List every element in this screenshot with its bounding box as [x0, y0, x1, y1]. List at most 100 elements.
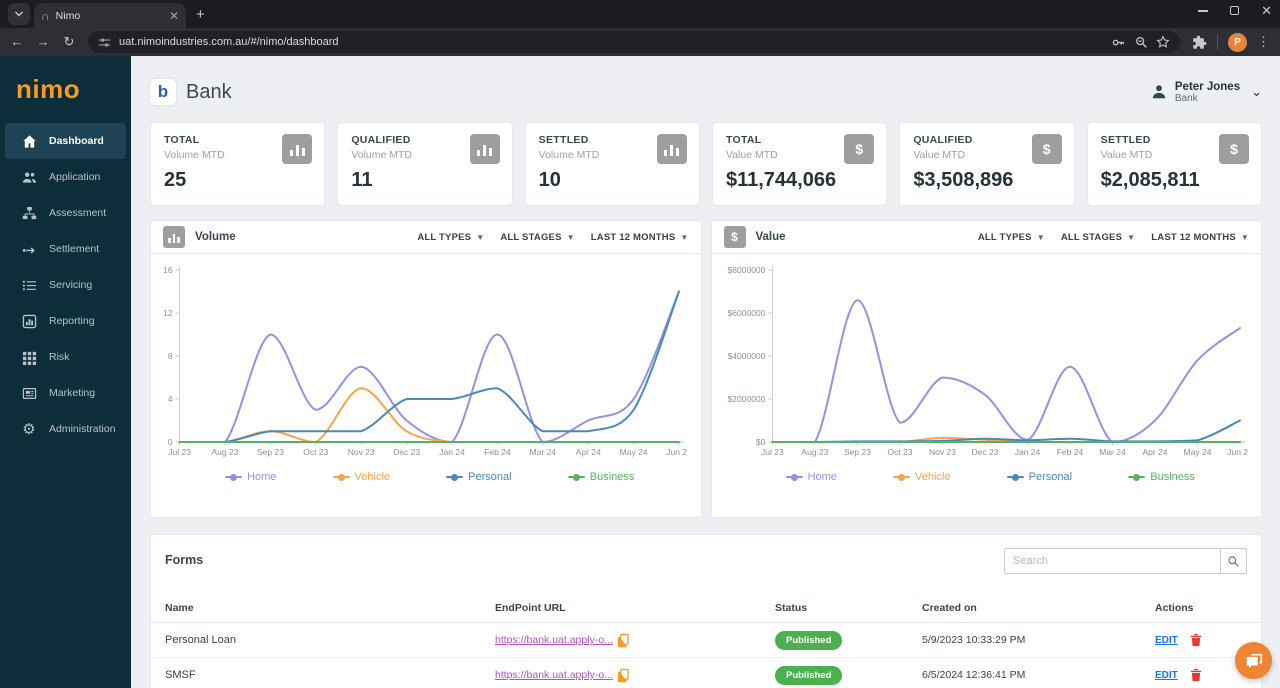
- search-input[interactable]: [1004, 548, 1220, 574]
- status-badge: Published: [775, 666, 843, 685]
- legend-item-vehicle[interactable]: Vehicle: [893, 471, 951, 483]
- zoom-icon[interactable]: [1134, 35, 1148, 49]
- report-chart-icon: [21, 313, 37, 329]
- gear-icon: ⚙: [22, 421, 36, 438]
- filter-date-range[interactable]: LAST 12 MONTHS ▼: [1151, 231, 1249, 243]
- forms-table: Name EndPoint URL Status Created on Acti…: [151, 593, 1261, 688]
- filter-date-range[interactable]: LAST 12 MONTHS ▼: [590, 231, 689, 243]
- delete-trash-icon[interactable]: [1190, 668, 1202, 682]
- bar-chart-icon: [163, 226, 185, 248]
- address-bar[interactable]: uat.nimoindustries.com.au/#/nimo/dashboa…: [88, 31, 1180, 53]
- dollar-icon: $: [723, 226, 746, 248]
- sidebar-item-dashboard[interactable]: Dashboard: [5, 123, 126, 159]
- stat-value: 11: [351, 169, 373, 191]
- tab-search-button[interactable]: [8, 3, 30, 25]
- filter-all-stages[interactable]: ALL STAGES ▼: [1060, 231, 1136, 243]
- legend-item-business[interactable]: Business: [567, 471, 634, 483]
- browser-menu-icon[interactable]: ⋮: [1257, 34, 1270, 49]
- svg-text:$6000000: $6000000: [727, 308, 765, 318]
- forward-button[interactable]: →: [32, 31, 54, 53]
- sidebar-item-assessment[interactable]: Assessment: [5, 195, 126, 231]
- legend-item-vehicle[interactable]: Vehicle: [332, 471, 390, 483]
- chat-bubble-icon: [1246, 653, 1262, 668]
- edit-link[interactable]: EDIT: [1155, 634, 1178, 646]
- filter-all-types[interactable]: ALL TYPES ▼: [977, 231, 1045, 243]
- legend-item-personal[interactable]: Personal: [446, 471, 512, 483]
- nimo-favicon-icon: ∩: [41, 8, 50, 23]
- filter-all-types[interactable]: ALL TYPES ▼: [417, 231, 485, 243]
- forms-search: [1004, 548, 1247, 574]
- window-minimize-button[interactable]: [1198, 9, 1209, 12]
- caret-down-icon: ▼: [1127, 232, 1136, 242]
- tab-title: Nimo: [55, 9, 81, 22]
- back-button[interactable]: ←: [6, 31, 28, 53]
- profile-avatar[interactable]: P: [1228, 32, 1247, 52]
- svg-text:Jan 24: Jan 24: [1014, 447, 1040, 457]
- volume-line-chart: 0 4 8 12 16 Jul 23 Aug 23 Sep 23 Oct 23 Nov 23 Dec…: [163, 265, 692, 457]
- sitemap-icon: [21, 205, 37, 221]
- sidebar-item-marketing[interactable]: Marketing: [5, 375, 126, 411]
- svg-text:$0: $0: [755, 437, 765, 447]
- password-key-icon[interactable]: [1111, 35, 1126, 50]
- legend-item-business[interactable]: Business: [1128, 471, 1195, 483]
- window-controls: ✕: [1198, 4, 1272, 17]
- legend-marker-icon: [1006, 473, 1024, 481]
- sidebar-item-administration[interactable]: ⚙ Administration: [22, 421, 116, 438]
- edit-link[interactable]: EDIT: [1155, 669, 1178, 681]
- window-close-button[interactable]: ✕: [1261, 3, 1272, 18]
- svg-text:Feb 24: Feb 24: [1056, 447, 1083, 457]
- filter-all-stages[interactable]: ALL STAGES ▼: [500, 231, 575, 243]
- endpoint-url-link[interactable]: https://bank.uat.apply-o...: [495, 669, 613, 681]
- toolbar-actions: P ⋮: [1188, 32, 1274, 52]
- copy-icon[interactable]: [617, 668, 630, 683]
- arrow-right-icon: [21, 241, 37, 257]
- svg-text:Apr 24: Apr 24: [1142, 447, 1167, 457]
- table-header-row: Name EndPoint URL Status Created on Acti…: [151, 593, 1261, 623]
- user-name: Peter Jones: [1174, 80, 1241, 93]
- table-row: SMSF https://bank.uat.apply-o... Publish…: [151, 658, 1261, 688]
- tab-close-icon[interactable]: ✕: [168, 8, 179, 23]
- search-button[interactable]: [1220, 548, 1247, 574]
- svg-text:Oct 23: Oct 23: [303, 447, 328, 457]
- chevron-down-icon: [15, 11, 23, 17]
- reload-button[interactable]: ↻: [58, 31, 80, 53]
- window-restore-button[interactable]: [1230, 6, 1240, 15]
- legend-item-home[interactable]: Home: [225, 471, 276, 483]
- svg-text:Aug 23: Aug 23: [212, 447, 239, 457]
- bank-logo: b: [150, 79, 176, 105]
- sidebar-item-settlement[interactable]: Settlement: [5, 231, 126, 267]
- site-info-icon[interactable]: [98, 36, 111, 49]
- extensions-icon[interactable]: [1192, 35, 1207, 50]
- svg-text:May 24: May 24: [620, 447, 648, 457]
- legend-item-personal[interactable]: Personal: [1006, 471, 1072, 483]
- sidebar-item-application[interactable]: Application: [5, 159, 126, 195]
- search-icon: [1228, 555, 1239, 567]
- legend-item-home[interactable]: Home: [785, 471, 837, 483]
- sidebar-item-reporting[interactable]: Reporting: [5, 303, 126, 339]
- browser-toolbar: ← → ↻ uat.nimoindustries.com.au/#/nimo/d…: [0, 28, 1280, 56]
- browser-tab[interactable]: ∩ Nimo ✕: [34, 3, 186, 28]
- home-icon: [21, 133, 37, 149]
- chart-title: Value: [755, 231, 786, 243]
- stat-card-settled-volume: SETTLED Volume MTD 10: [524, 122, 700, 206]
- copy-icon[interactable]: [617, 633, 630, 648]
- app-frame: nimo Dashboard Application Assessment Se…: [0, 56, 1280, 688]
- caret-down-icon: ▼: [680, 232, 689, 242]
- sidebar-item-risk[interactable]: Risk: [5, 339, 126, 375]
- created-date: 6/5/2024 12:36:41 PM: [922, 669, 1026, 681]
- chat-button[interactable]: [1235, 642, 1272, 679]
- bookmark-star-icon[interactable]: [1156, 35, 1170, 49]
- svg-text:12: 12: [163, 308, 173, 318]
- form-name: SMSF: [165, 669, 196, 681]
- delete-trash-icon[interactable]: [1190, 633, 1202, 647]
- svg-text:0: 0: [168, 437, 173, 447]
- svg-text:$8000000: $8000000: [727, 265, 765, 275]
- chart-legend: Home Vehicle Personal Business: [157, 465, 693, 483]
- created-date: 5/9/2023 10:33:29 PM: [922, 634, 1026, 646]
- new-tab-button[interactable]: +: [196, 6, 205, 23]
- svg-text:8: 8: [168, 351, 173, 361]
- user-menu[interactable]: Peter Jones Bank ⌄: [1150, 81, 1262, 104]
- main-content: b Bank Peter Jones Bank ⌄ TOTAL Volume M…: [131, 56, 1280, 688]
- endpoint-url-link[interactable]: https://bank.uat.apply-o...: [495, 634, 613, 646]
- sidebar-item-servicing[interactable]: Servicing: [5, 267, 126, 303]
